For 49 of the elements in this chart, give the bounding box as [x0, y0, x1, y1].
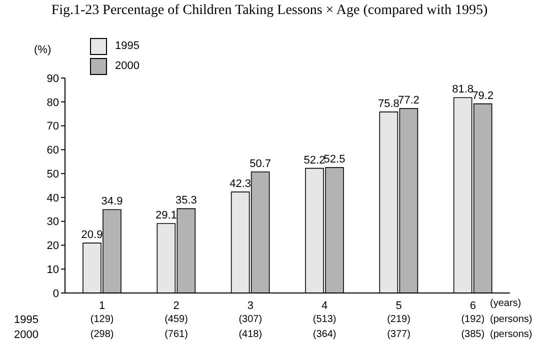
text: (192) — [461, 314, 485, 325]
y-tick-label: 60 — [46, 144, 59, 157]
text: (459) — [164, 314, 189, 325]
text: (385) — [461, 329, 485, 340]
text: 1995 — [14, 314, 38, 326]
x-tick-label: 2 — [173, 300, 180, 312]
text: (219) — [386, 314, 412, 325]
data-label: 81.8 — [452, 84, 474, 96]
data-label: 77.2 — [398, 94, 420, 107]
text: (364) — [312, 329, 338, 340]
data-label: 29.1 — [155, 209, 177, 222]
text: (307) — [238, 314, 264, 325]
y-tick-label: 40 — [46, 192, 59, 204]
x-axis-title: (years) — [490, 298, 522, 309]
data-label: 20.9 — [81, 229, 103, 242]
legend-label: 2000 — [115, 60, 140, 72]
text: (298) — [89, 329, 115, 340]
text: 2000 — [14, 329, 38, 341]
y-tick-label: 70 — [46, 120, 59, 133]
text: (377) — [386, 329, 412, 340]
x-tick-label: 3 — [247, 300, 254, 312]
legend-label: 1995 — [115, 40, 140, 52]
y-tick-label: 30 — [46, 216, 59, 228]
text: (129) — [89, 314, 115, 325]
x-tick-label: 4 — [322, 300, 328, 312]
y-tick-label: 10 — [46, 264, 59, 276]
text: (418) — [238, 329, 264, 340]
data-label: 35.3 — [175, 194, 197, 207]
y-axis-title: (%) — [34, 44, 52, 56]
data-label: 75.8 — [378, 98, 400, 110]
data-label: 50.7 — [250, 158, 272, 170]
data-label: 52.2 — [304, 154, 326, 166]
x-tick-label: 1 — [99, 300, 106, 312]
y-tick-label: 0 — [52, 288, 59, 300]
data-label: 52.5 — [324, 154, 346, 166]
data-label: 42.3 — [230, 178, 252, 190]
y-tick-label: 90 — [46, 72, 59, 85]
text: (persons) — [490, 314, 532, 325]
x-tick-label: 5 — [396, 300, 402, 312]
x-tick-label: 6 — [470, 300, 476, 312]
y-tick-label: 20 — [46, 240, 59, 252]
y-tick-label: 80 — [46, 96, 59, 109]
text: (513) — [312, 314, 338, 325]
text: (persons) — [490, 329, 532, 340]
data-label: 34.9 — [101, 196, 123, 208]
chart-title: Fig.1-23 Percentage of Children Taking Lessons × Age (compared with 1995) — [50, 3, 489, 19]
text: (761) — [164, 329, 189, 340]
data-label: 79.2 — [472, 90, 494, 102]
y-tick-label: 50 — [46, 168, 59, 180]
